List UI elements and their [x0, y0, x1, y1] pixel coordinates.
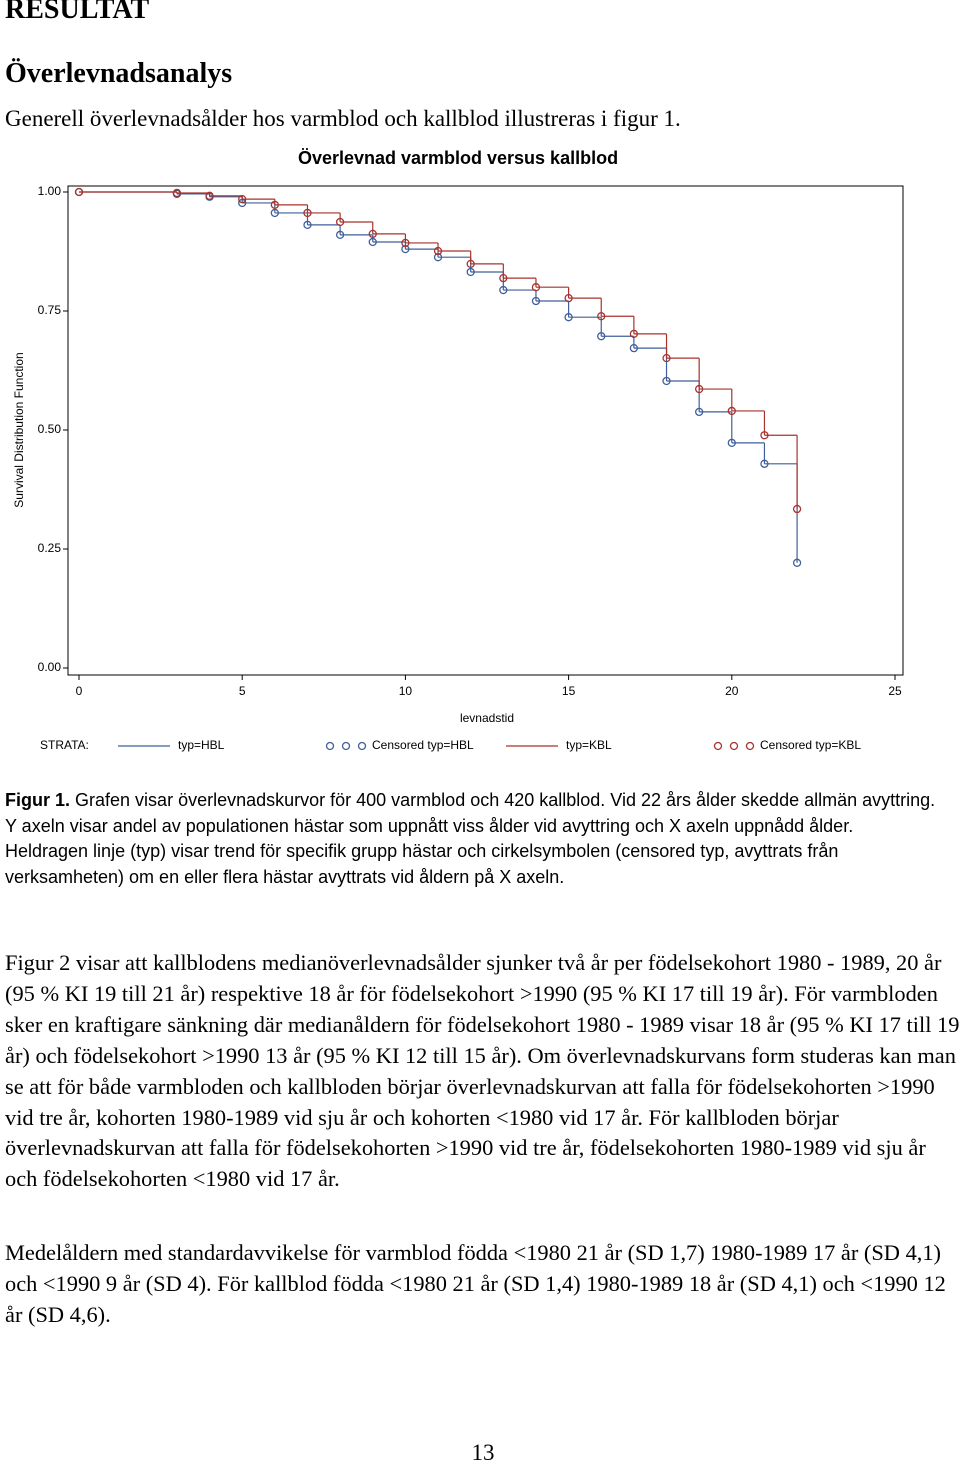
- y-tick-label: 0.50: [38, 422, 62, 436]
- caption-text: Grafen visar överlevnadskurvor för 400 v…: [5, 790, 936, 888]
- chart: Överlevnad varmblod versus kallblod Surv…: [12, 148, 904, 752]
- legend-marker: [745, 741, 755, 751]
- censor-marker: [792, 504, 802, 514]
- x-tick-label: 5: [239, 684, 246, 698]
- censor-marker: [629, 329, 639, 338]
- censor-marker: [401, 238, 410, 248]
- censor-marker: [499, 285, 508, 295]
- y-tick-label: 0.75: [38, 303, 62, 317]
- legend-label: Censored typ=KBL: [760, 738, 861, 752]
- x-axis-label: levnadstid: [460, 711, 514, 725]
- censor-marker: [303, 208, 312, 218]
- censor-marker: [401, 244, 410, 254]
- x-tick-label: 10: [399, 684, 413, 698]
- censor-marker: [466, 267, 475, 277]
- censor-marker: [433, 253, 443, 262]
- censor-marker: [760, 459, 769, 468]
- censor-marker: [695, 407, 704, 417]
- y-tick-label: 0.25: [38, 541, 62, 555]
- caption: Figur 1. Grafen visar överlevnadskurvor …: [5, 788, 940, 891]
- x-tick-label: 20: [725, 684, 739, 698]
- legend-label: typ=HBL: [178, 738, 225, 752]
- censor-marker: [727, 438, 736, 448]
- censor-marker: [597, 332, 606, 341]
- censor-marker: [466, 259, 475, 269]
- censor-marker: [597, 312, 606, 321]
- paragraph: Medelåldern med standardavvikelse för va…: [5, 1240, 946, 1327]
- censor-marker: [368, 237, 377, 247]
- x-tick-label: 0: [76, 684, 83, 698]
- censor-marker: [172, 188, 182, 198]
- legend-marker: [341, 741, 351, 751]
- caption-label: Figur 1.: [5, 790, 71, 810]
- censor-marker: [662, 376, 671, 386]
- plot-frame: [67, 185, 904, 676]
- censor-marker: [270, 200, 279, 210]
- censor-marker: [499, 274, 508, 283]
- legend-marker: [325, 741, 335, 751]
- y-axis-label: Survival Distribution Function: [12, 352, 26, 507]
- censor-marker: [662, 353, 671, 363]
- legend-marker: [729, 741, 739, 751]
- legend-title: STRATA:: [40, 738, 89, 752]
- paragraph: Figur 2 visar att kallblodens medianöver…: [5, 950, 960, 1192]
- x-tick-label: 15: [562, 684, 576, 698]
- censor-marker: [727, 406, 736, 416]
- censor-marker: [760, 431, 769, 440]
- censor-marker: [564, 293, 573, 303]
- chart-title: Överlevnad varmblod versus kallblod: [298, 148, 618, 168]
- subheading: Överlevnadsanalys: [5, 58, 233, 89]
- censor-marker: [205, 191, 214, 200]
- page-number: 13: [471, 1440, 495, 1465]
- censor-marker: [433, 246, 443, 256]
- censor-marker: [531, 283, 541, 292]
- x-tick-label: 25: [888, 684, 902, 698]
- censor-marker: [564, 313, 573, 322]
- legend-marker: [357, 741, 367, 751]
- legend-label: typ=KBL: [566, 738, 612, 752]
- censor-marker: [335, 217, 345, 227]
- intro: Generell överlevnadsålder hos varmblod o…: [5, 106, 681, 131]
- y-tick-label: 1.00: [38, 184, 62, 198]
- legend-marker: [713, 741, 723, 751]
- censor-marker: [531, 296, 541, 306]
- censor-marker: [74, 187, 84, 197]
- y-tick-label: 0.00: [38, 660, 62, 674]
- censor-marker: [335, 230, 345, 239]
- censor-marker: [270, 208, 279, 218]
- censor-marker: [303, 220, 312, 229]
- censor-marker: [792, 558, 802, 567]
- censor-marker: [695, 384, 704, 394]
- heading: RESULTAT: [5, 0, 150, 25]
- censor-marker: [368, 229, 377, 239]
- censor-marker: [629, 343, 639, 353]
- censor-marker: [238, 194, 247, 204]
- legend-label: Censored typ=HBL: [372, 738, 474, 752]
